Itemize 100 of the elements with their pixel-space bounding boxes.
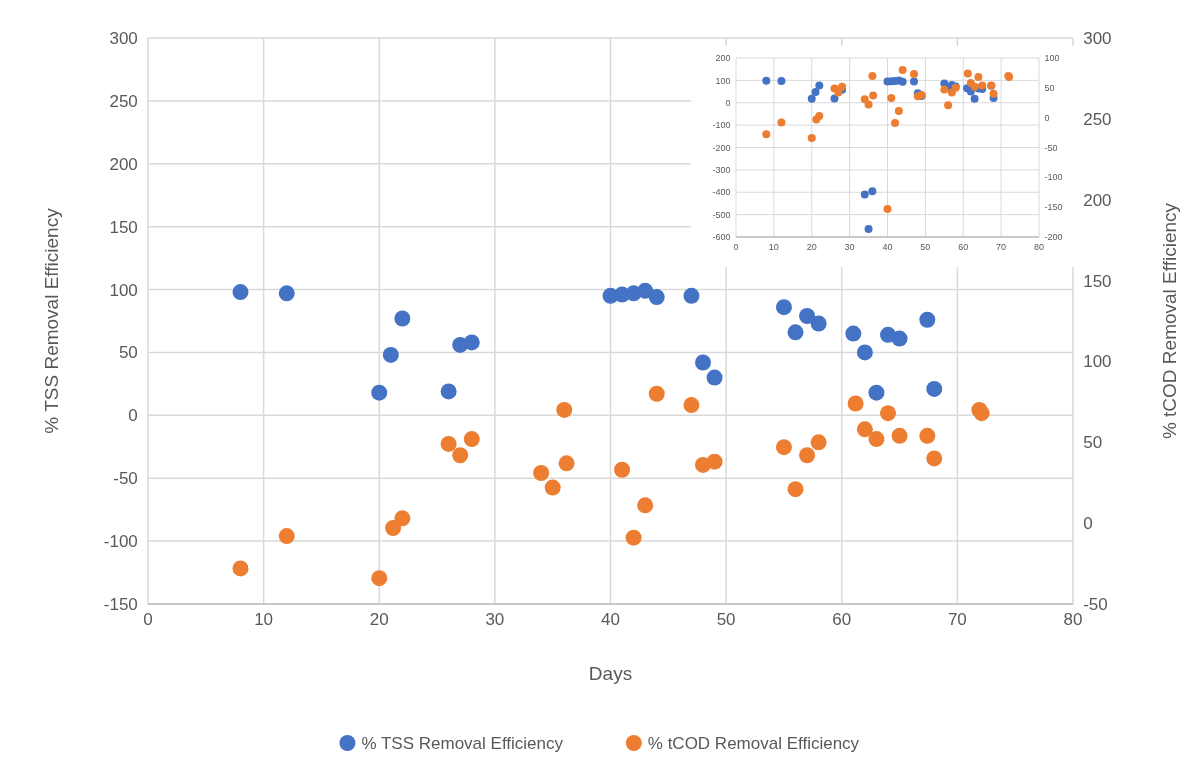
point [637,497,654,514]
x-tick-label: 40 [882,242,893,252]
y2-tick-label: -50 [1083,594,1108,614]
point [860,95,869,104]
y2-tick-label: 100 [1083,352,1112,372]
y-tick-label: 200 [715,53,731,64]
point [787,324,804,341]
y-tick-label: -600 [712,232,731,243]
x-tick-label: 20 [369,610,389,629]
point [847,395,864,412]
legend-label: % TSS Removal Efficiency [361,733,564,753]
point [371,570,388,587]
point [834,88,843,97]
point [891,119,900,128]
y2-tick-label: 50 [1083,433,1103,453]
point [762,130,771,139]
x-tick-label: 30 [485,610,505,629]
point [919,427,936,444]
point [762,76,771,85]
point [706,369,723,386]
x-tick-label: 0 [143,610,153,629]
y2-tick-label: -100 [1044,172,1063,183]
point [637,282,654,299]
point [777,118,786,127]
point [910,77,919,86]
y-tick-label: -50 [113,469,138,489]
y-tick-label: 0 [128,406,138,426]
point [845,325,862,342]
point [860,190,869,199]
x-tick-label: 40 [601,610,620,629]
x-tick-label: 30 [844,242,855,252]
y2-tick-label: 50 [1044,82,1055,93]
y-tick-label: -200 [712,142,731,153]
y-axis-title: % TSS Removal Efficiency [41,207,62,434]
point [970,82,979,91]
y2-tick-label: 150 [1083,271,1112,291]
point [830,94,839,103]
point [978,81,987,90]
point [648,289,665,306]
y-tick-label: 250 [109,91,138,111]
point [869,91,878,100]
point [278,528,295,545]
point [974,73,983,82]
x-tick-label: 80 [1063,610,1083,629]
point [810,315,827,332]
y2-tick-label: 300 [1083,28,1112,48]
x-tick-label: 70 [947,610,967,629]
point [811,88,820,96]
point [864,100,873,109]
x-tick-label: 80 [1033,242,1045,252]
point [926,380,943,397]
point [926,450,943,467]
x-tick-label: 20 [806,242,817,252]
point [891,330,908,347]
point [887,93,896,102]
y2-tick-label: -50 [1044,142,1058,153]
y-tick-label: 200 [109,154,138,174]
point [810,434,827,451]
point [775,299,792,316]
y2-axis-title: % tCOD Removal Efficiency [1159,202,1181,440]
point [891,427,908,444]
point [544,479,561,496]
point [371,384,388,401]
y2-tick-label: -150 [1044,202,1063,213]
point [898,65,907,74]
x-tick-label: 70 [996,242,1007,252]
legend-label: % tCOD Removal Efficiency [647,733,860,753]
point [815,111,824,120]
point [452,447,469,464]
y-tick-label: 100 [715,75,731,86]
point [973,405,990,422]
point [880,405,896,422]
point [440,383,457,400]
point [807,94,816,103]
point [799,447,816,464]
x-tick-label: 60 [958,242,969,252]
point [856,344,873,361]
y-tick-label: 100 [109,280,138,300]
point [706,453,723,470]
point [787,481,804,498]
point [883,204,892,213]
point [868,187,877,196]
y2-tick-label: 0 [1083,514,1093,534]
point [898,77,907,86]
point [807,133,816,142]
point [695,354,711,371]
x-tick-label: 0 [733,242,739,252]
point [868,384,885,401]
point [232,560,249,577]
x-tick-label: 60 [832,610,852,629]
point [683,397,700,414]
point [775,439,792,456]
point [970,94,979,103]
x-tick-label: 10 [768,242,779,252]
point [394,510,411,527]
point [385,520,402,536]
y2-tick-label: 100 [1044,53,1060,64]
point [777,77,786,86]
point [558,455,575,472]
point [989,89,998,98]
